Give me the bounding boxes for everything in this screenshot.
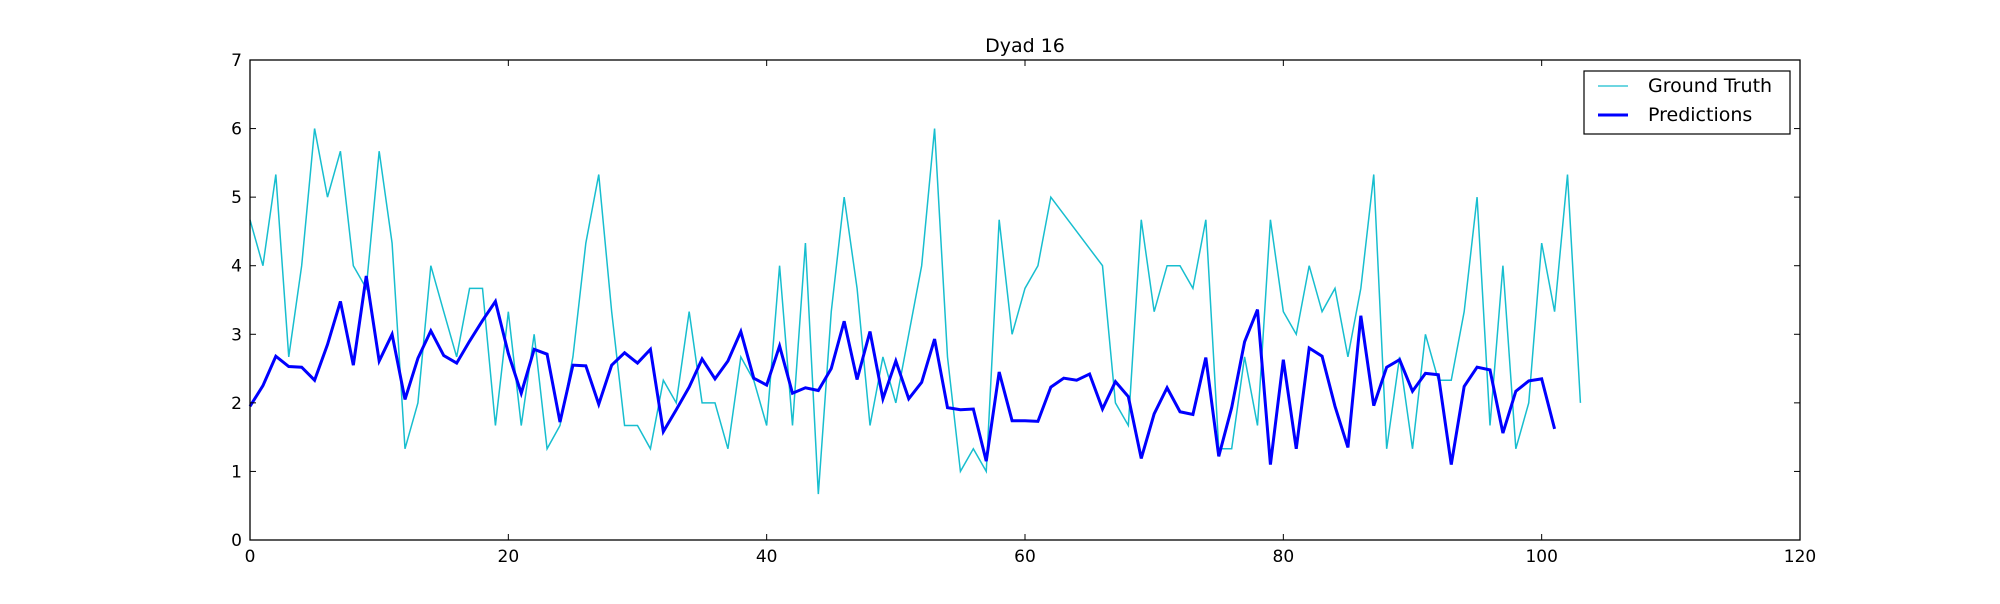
y-tick-label: 4 — [231, 257, 242, 277]
series-layer — [248, 128, 1582, 495]
x-tick-label: 80 — [1273, 547, 1295, 567]
y-tick-label: 1 — [231, 462, 242, 482]
chart-title: Dyad 16 — [985, 35, 1065, 57]
y-tick-label: 6 — [231, 120, 242, 140]
y-tick-label: 7 — [231, 51, 242, 71]
series-line-ground-truth — [249, 128, 1582, 495]
x-tick-label: 60 — [1014, 547, 1036, 567]
y-tick-label: 3 — [231, 325, 242, 345]
legend-box — [1583, 70, 1791, 135]
y-tick-label: 5 — [231, 188, 242, 208]
x-tick-label: 100 — [1525, 547, 1557, 567]
x-tick-label: 0 — [245, 547, 256, 567]
x-tick-label: 20 — [498, 547, 520, 567]
y-tick-label: 2 — [231, 394, 242, 414]
legend-label-ground-truth: Ground Truth — [1648, 75, 1772, 97]
legend-label-predictions: Predictions — [1648, 104, 1752, 126]
series-line-predictions — [248, 275, 1557, 465]
x-tick-label: 40 — [756, 547, 778, 567]
plot-background — [250, 60, 1800, 540]
x-tick-label: 120 — [1784, 547, 1816, 567]
legend: Ground Truth Predictions — [1583, 70, 1791, 135]
plot-frame — [249, 59, 1801, 541]
y-tick-label: 0 — [231, 531, 242, 551]
